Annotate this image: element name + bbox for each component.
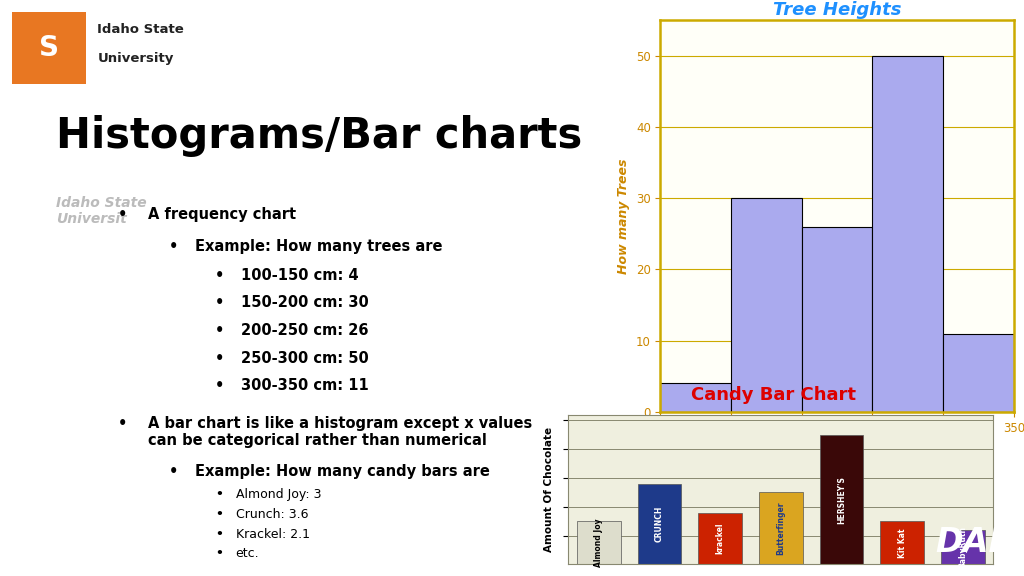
Bar	[943, 334, 1014, 412]
Text: CRUNCH: CRUNCH	[655, 506, 664, 543]
Text: Butterfinger: Butterfinger	[776, 502, 785, 555]
Text: BabyRuth: BabyRuth	[958, 526, 968, 568]
Text: Almond Joy: Almond Joy	[594, 518, 603, 567]
Title: Tree Heights: Tree Heights	[773, 1, 901, 18]
Text: 250-300 cm: 50: 250-300 cm: 50	[241, 351, 369, 366]
Text: 150-200 cm: 30: 150-200 cm: 30	[241, 295, 369, 310]
Text: •: •	[169, 464, 178, 479]
Text: •: •	[215, 295, 224, 310]
Bar	[759, 492, 803, 564]
Text: Example: How many trees are: Example: How many trees are	[195, 239, 442, 254]
Text: •: •	[215, 351, 224, 366]
Bar	[881, 521, 924, 564]
Bar	[941, 530, 985, 564]
Bar	[731, 198, 802, 412]
Text: 300-350 cm: 11: 300-350 cm: 11	[241, 378, 369, 393]
FancyBboxPatch shape	[12, 12, 86, 84]
Text: Krackel: 2.1: Krackel: 2.1	[236, 528, 309, 541]
Text: 100-150 cm: 4: 100-150 cm: 4	[241, 268, 358, 283]
Text: etc.: etc.	[236, 547, 259, 560]
Text: 200-250 cm: 26: 200-250 cm: 26	[241, 323, 369, 338]
Text: S: S	[39, 33, 59, 62]
Text: krackel: krackel	[716, 523, 725, 554]
Bar	[660, 384, 731, 412]
Bar	[638, 484, 681, 564]
Bar	[698, 513, 742, 564]
Text: Almond Joy: 3: Almond Joy: 3	[236, 488, 321, 502]
Text: University: University	[97, 52, 174, 65]
Y-axis label: How many Trees: How many Trees	[617, 158, 631, 274]
Text: Kit Kat: Kit Kat	[898, 528, 906, 558]
Bar	[802, 227, 872, 412]
Text: •: •	[169, 239, 178, 254]
Text: •: •	[215, 488, 223, 502]
Bar	[819, 435, 863, 564]
Text: Candy Bar Chart: Candy Bar Chart	[690, 386, 856, 404]
Text: •: •	[118, 416, 127, 431]
Text: Idaho State: Idaho State	[97, 23, 184, 36]
X-axis label: Height (cm): Height (cm)	[788, 440, 886, 455]
Text: A frequency chart: A frequency chart	[148, 207, 297, 222]
Text: Crunch: 3.6: Crunch: 3.6	[236, 508, 308, 521]
Bar	[577, 521, 621, 564]
Bar	[872, 56, 943, 412]
Text: A bar chart is like a histogram except x values
can be categorical rather than n: A bar chart is like a histogram except x…	[148, 416, 532, 448]
Y-axis label: Amount Of Chocolate: Amount Of Chocolate	[545, 427, 554, 552]
Text: Histograms/Bar charts: Histograms/Bar charts	[56, 115, 583, 157]
Text: •: •	[118, 207, 127, 222]
Text: •: •	[215, 268, 224, 283]
Text: Idaho State
Universit: Idaho State Universit	[56, 196, 147, 226]
Text: •: •	[215, 508, 223, 521]
Text: •: •	[215, 378, 224, 393]
Text: •: •	[215, 323, 224, 338]
Text: •: •	[215, 528, 223, 541]
Text: •: •	[215, 547, 223, 560]
Text: DAR: DAR	[936, 526, 1015, 559]
Text: Example: How many candy bars are: Example: How many candy bars are	[195, 464, 489, 479]
Text: HERSHEY'S: HERSHEY'S	[837, 476, 846, 524]
